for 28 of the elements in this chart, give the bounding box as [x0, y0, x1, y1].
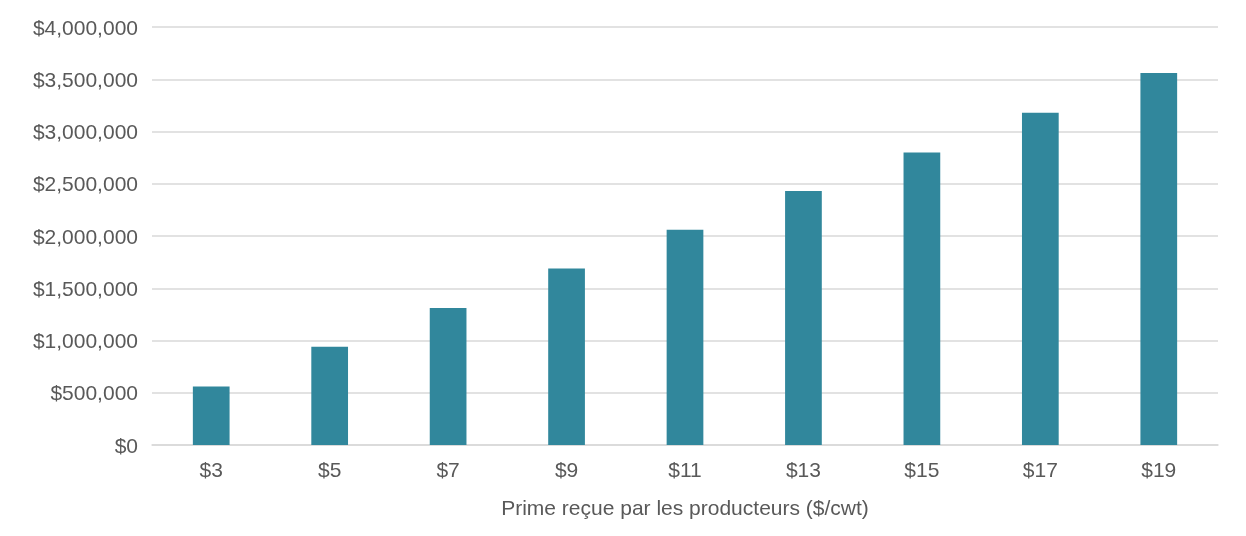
bar	[785, 191, 822, 445]
y-tick-label: $2,500,000	[32, 172, 138, 196]
x-tick-label: $17	[1022, 458, 1058, 481]
bar	[1021, 112, 1059, 445]
x-axis-title: Prime reçue par les producteurs ($/cwt)	[501, 496, 869, 519]
y-tick-label: $2,000,000	[32, 224, 138, 248]
bar	[903, 152, 941, 445]
x-tick-label: $9	[554, 458, 579, 481]
y-tick-label: $3,500,000	[32, 67, 138, 91]
x-tick-label: $5	[317, 458, 342, 481]
y-tick-label: $500,000	[50, 381, 138, 405]
x-tick-label: $7	[436, 458, 460, 481]
y-tick-label: $3,000,000	[32, 120, 138, 143]
x-tick-label: $15	[904, 458, 940, 481]
bar	[666, 229, 704, 445]
x-tick-label: $19	[1141, 458, 1177, 481]
bar	[192, 386, 230, 445]
bar	[311, 346, 349, 445]
x-tick-label: $3	[199, 458, 223, 481]
bar	[1140, 72, 1178, 445]
x-tick-label: $13	[785, 458, 821, 481]
y-tick-label: $1,500,000	[32, 276, 138, 300]
bar	[548, 268, 585, 445]
y-tick-label: $4,000,000	[32, 15, 138, 39]
y-tick-label: $1,000,000	[32, 329, 138, 352]
bar	[429, 308, 467, 445]
x-tick-label: $11	[668, 458, 702, 481]
y-tick-label: $0	[114, 433, 138, 457]
